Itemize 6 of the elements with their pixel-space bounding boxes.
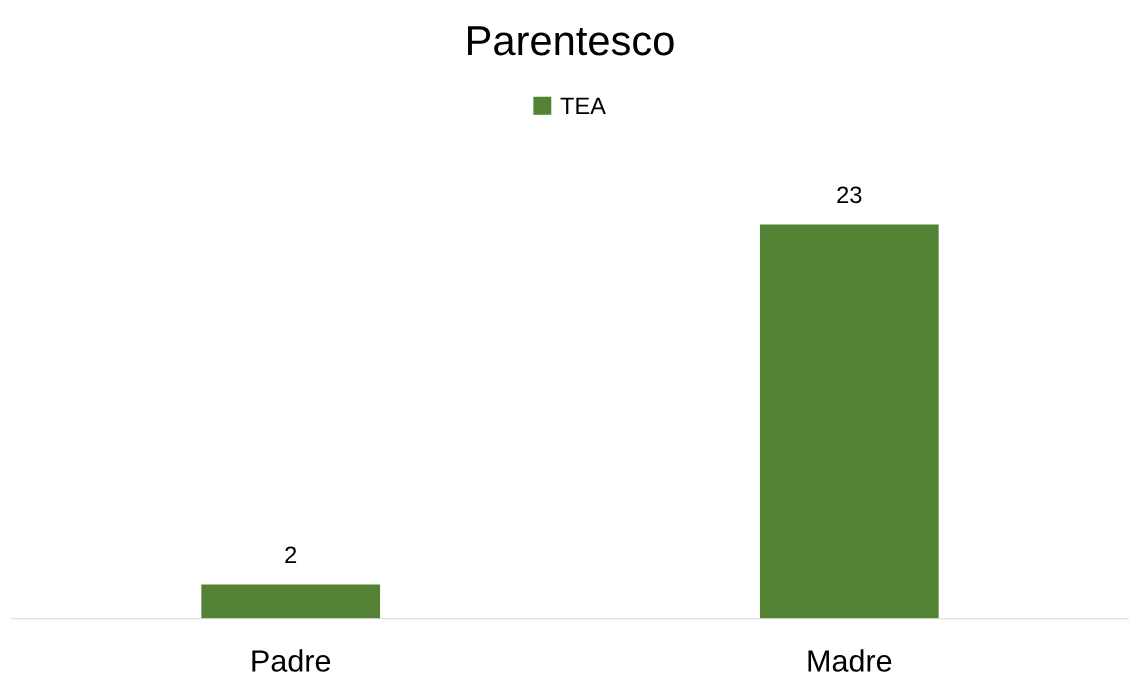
data-label: 23 <box>837 186 862 204</box>
x-tick-label: Padre <box>252 649 331 672</box>
chart-title: Parentesco <box>468 26 674 56</box>
legend-label: TEA <box>560 97 606 115</box>
data-label: 2 <box>285 546 297 563</box>
x-tick-label: Madre <box>808 649 892 672</box>
